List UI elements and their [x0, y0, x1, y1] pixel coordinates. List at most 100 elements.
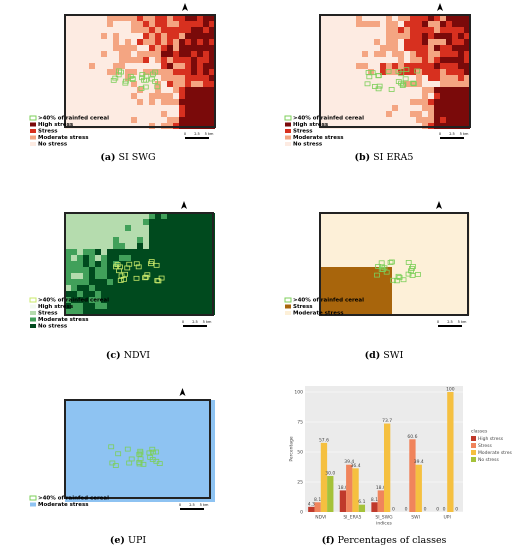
map-cell [113, 478, 119, 484]
map-cell [374, 267, 380, 273]
map-cell [368, 75, 374, 81]
map-cell [392, 105, 398, 111]
map-cell [161, 249, 167, 255]
map-cell [113, 231, 119, 237]
map-cell [83, 87, 89, 93]
map-cell [332, 87, 338, 93]
map-cell [83, 21, 89, 27]
map-cell [173, 490, 179, 496]
map-cell [65, 424, 71, 430]
map-cell [149, 285, 155, 291]
map-cell [95, 273, 101, 279]
map-cell [446, 27, 452, 33]
map-cell [185, 105, 191, 111]
map-cell [422, 111, 428, 117]
map-cell [155, 424, 161, 430]
map-cell [428, 21, 434, 27]
map-cell [113, 87, 119, 93]
map-cell [125, 418, 131, 424]
map-cell [185, 484, 191, 490]
map-cell [77, 51, 83, 57]
map-cell [464, 15, 470, 21]
map-cell [320, 111, 326, 117]
map-cell [320, 69, 326, 75]
legend-label: Moderate stress [293, 311, 344, 317]
map-cell [89, 412, 95, 418]
map-cell [71, 63, 77, 69]
map-cell [161, 39, 167, 45]
map-cell [203, 442, 209, 448]
map-cell [125, 400, 131, 406]
map-cell [119, 291, 125, 297]
map-cell [356, 39, 362, 45]
map-cell [161, 267, 167, 273]
map-cell [179, 418, 185, 424]
rainfed-cell [402, 76, 409, 82]
map-cell [392, 21, 398, 27]
map-cell [119, 51, 125, 57]
map-cell [101, 51, 107, 57]
map-cell [209, 51, 215, 57]
map-cell [197, 442, 203, 448]
north-arrow [182, 3, 188, 11]
map-cell [95, 51, 101, 57]
map-cell [440, 309, 446, 315]
map-cell [428, 285, 434, 291]
map-cell [368, 213, 374, 219]
map-cell [350, 93, 356, 99]
map-cell [428, 15, 434, 21]
map-cell [167, 291, 173, 297]
data-label: 6.1 [358, 499, 365, 505]
map-cell [119, 466, 125, 472]
map-cell [332, 249, 338, 255]
map-cell [65, 249, 71, 255]
map-cell [386, 249, 392, 255]
map-cell [95, 45, 101, 51]
map-cell [410, 27, 416, 33]
map [64, 212, 215, 316]
map-cell [350, 285, 356, 291]
map-cell [161, 291, 167, 297]
map-cell [203, 219, 209, 225]
map-cell [458, 51, 464, 57]
caption: (b) SI ERA5 [355, 152, 414, 163]
map-cell [155, 75, 161, 81]
caption-label: (a) [100, 152, 115, 163]
map-cell [374, 15, 380, 21]
map-cell [416, 249, 422, 255]
caption-text: SWI [383, 350, 403, 361]
map-cell [107, 105, 113, 111]
map-cell [191, 225, 197, 231]
legend-swatch [285, 135, 291, 140]
map-cell [380, 219, 386, 225]
x-tick-label: NDVI [315, 515, 326, 521]
map-cell [119, 412, 125, 418]
map-cell [398, 51, 404, 57]
map-cell [83, 249, 89, 255]
map-cell [185, 93, 191, 99]
map-cell [209, 400, 215, 406]
map-cell [173, 15, 179, 21]
map-cell [149, 309, 155, 315]
map-cell [356, 33, 362, 39]
map-cell [71, 99, 77, 105]
map-cell [161, 33, 167, 39]
map-cell [209, 105, 215, 111]
map-cell [434, 111, 440, 117]
map-cell [113, 460, 119, 466]
map-cell [161, 303, 167, 309]
map-cell [374, 93, 380, 99]
map-cell [179, 490, 185, 496]
map-cell [410, 255, 416, 261]
map-cell [101, 466, 107, 472]
legend-label: >40% of rainfed cereal [38, 298, 109, 304]
map-cell [71, 442, 77, 448]
map-cell [386, 243, 392, 249]
map-cell [107, 69, 113, 75]
map-cell [167, 466, 173, 472]
map-cell [95, 27, 101, 33]
map-cell [161, 454, 167, 460]
map-cell [362, 255, 368, 261]
map-cell [149, 219, 155, 225]
map-cell [368, 99, 374, 105]
